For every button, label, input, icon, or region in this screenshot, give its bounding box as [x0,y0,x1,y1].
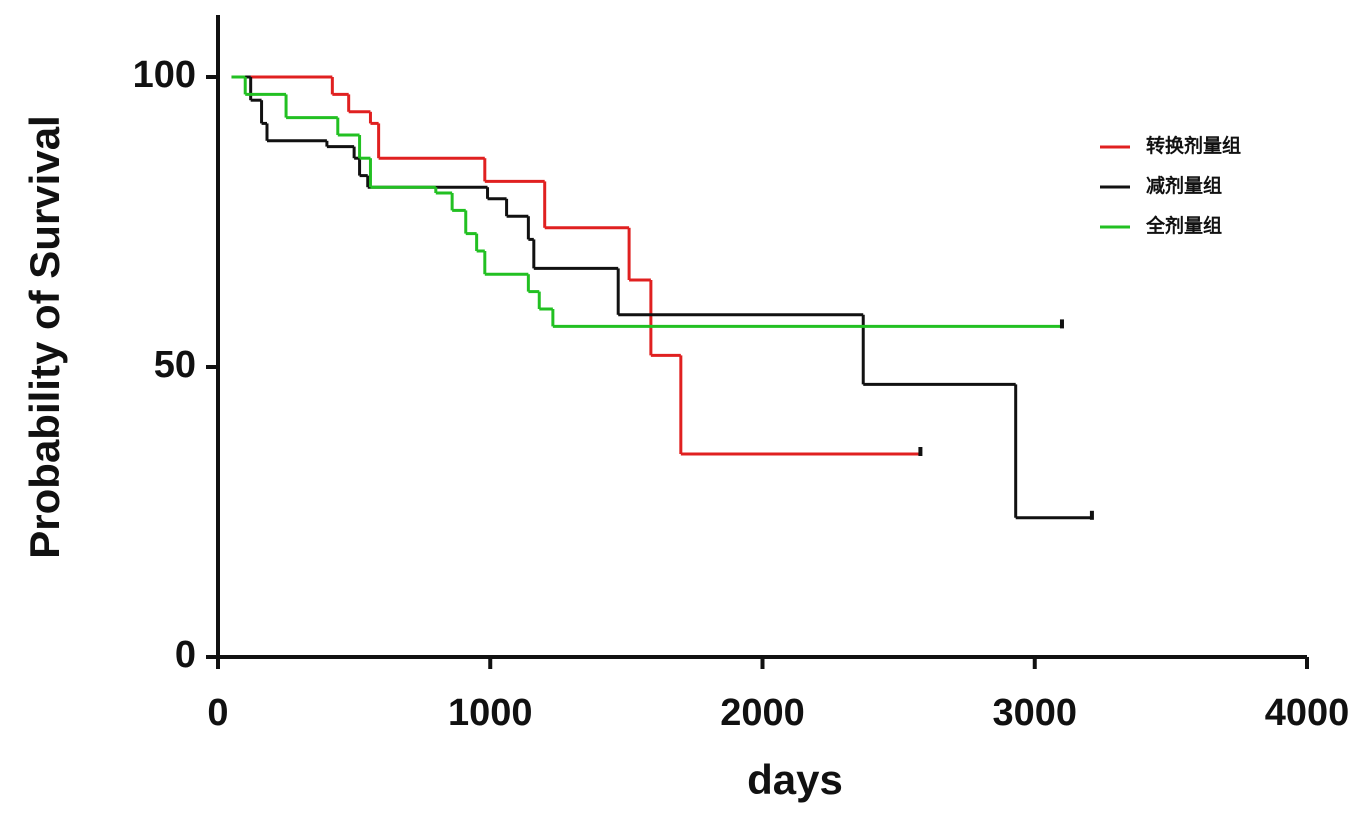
x-tick-label: 3000 [992,692,1077,734]
x-tick-label: 0 [207,692,228,734]
y-tick-label: 100 [133,54,196,96]
x-tick-label: 4000 [1265,692,1350,734]
y-tick-label: 0 [175,634,196,676]
y-axis-title: Probability of Survival [21,115,68,558]
legend-label: 转换剂量组 [1146,134,1241,157]
legend-label: 全剂量组 [1145,214,1222,237]
x-tick-label: 2000 [720,692,805,734]
y-tick-label: 50 [154,344,196,386]
x-axis-title: days [747,756,843,803]
legend-label: 减剂量组 [1146,174,1222,197]
x-tick-label: 1000 [448,692,533,734]
